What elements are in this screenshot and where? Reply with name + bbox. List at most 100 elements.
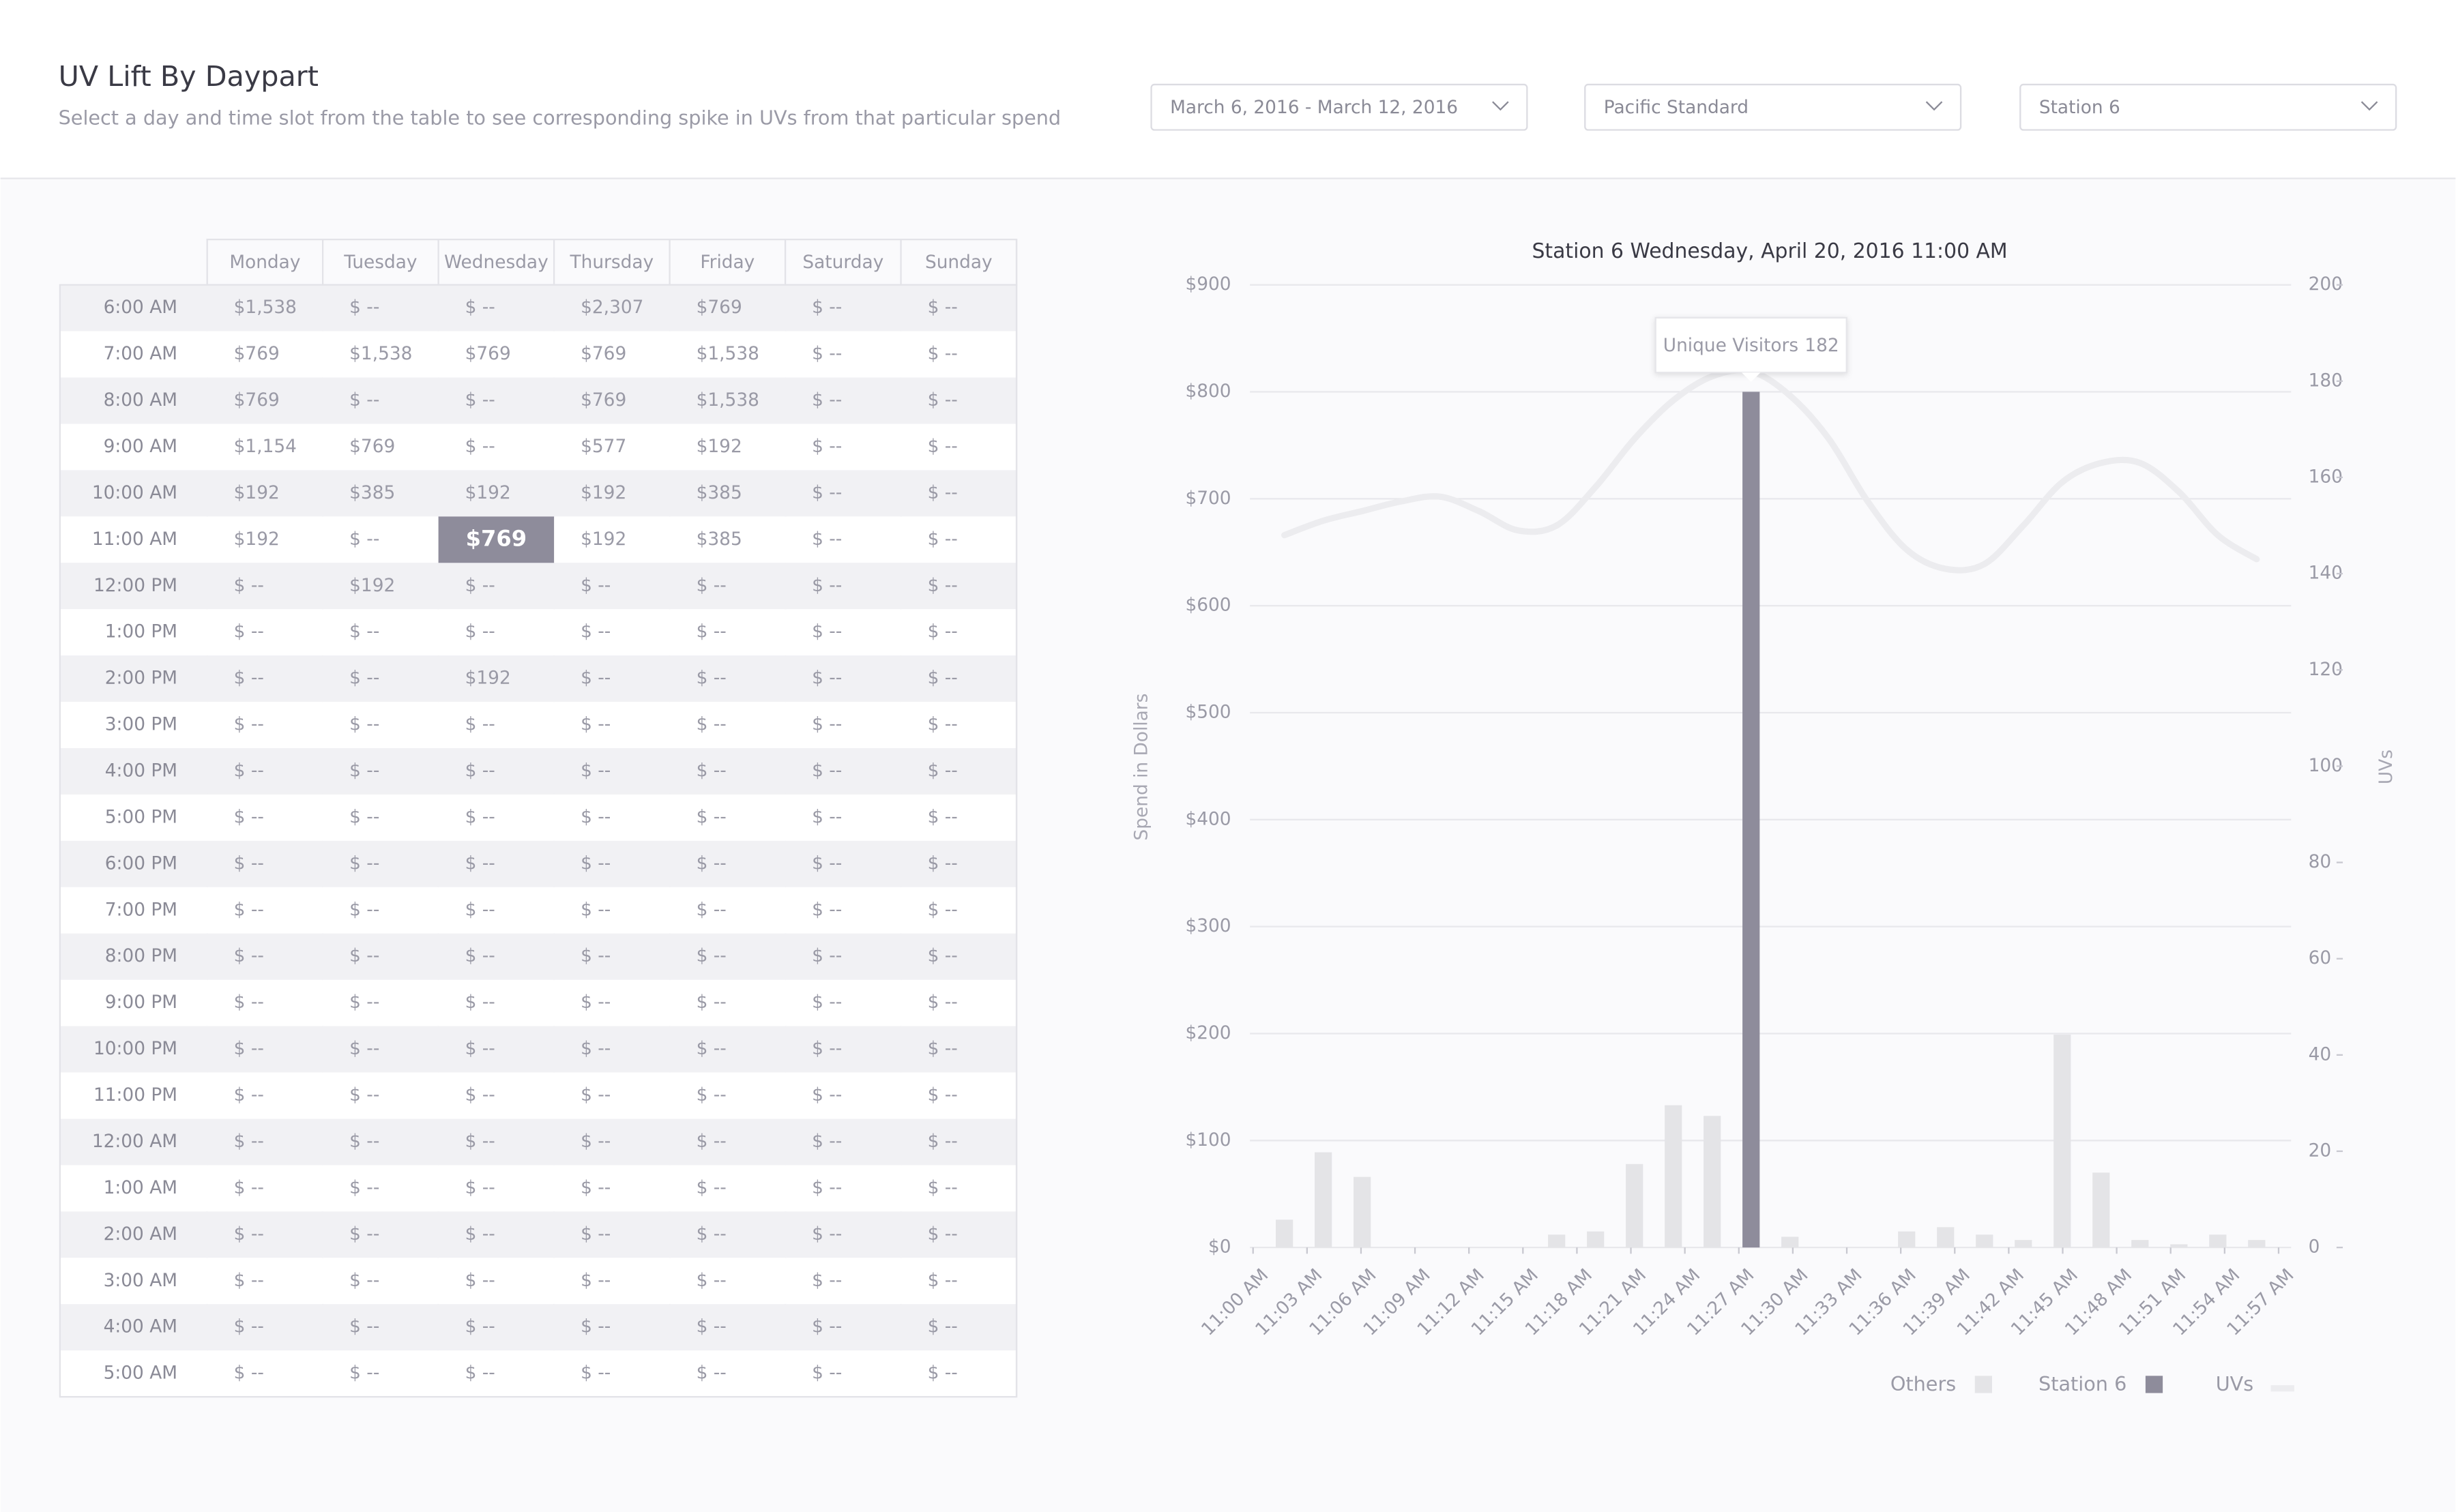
legend-swatch[interactable] [2270, 1385, 2294, 1392]
dropdown-box[interactable] [2019, 83, 2397, 131]
cell-value[interactable]: $ -- [812, 436, 842, 457]
cell-value[interactable]: $ -- [465, 1363, 495, 1384]
cell-value[interactable]: $ -- [812, 576, 842, 596]
cell-value[interactable]: $ -- [234, 992, 264, 1013]
cell-value[interactable]: $ -- [812, 1317, 842, 1337]
cell-value[interactable]: $ -- [812, 344, 842, 364]
cell-value[interactable]: $192 [234, 529, 280, 550]
cell-value[interactable]: $ -- [349, 390, 379, 411]
table-row[interactable] [59, 702, 1017, 749]
cell-value[interactable]: $ -- [928, 1363, 958, 1384]
table-row[interactable] [59, 1350, 1017, 1397]
cell-value[interactable]: $ -- [697, 807, 727, 827]
cell-value[interactable]: $ -- [928, 853, 958, 874]
cell-value[interactable]: $385 [697, 529, 742, 550]
cell-value[interactable]: $ -- [697, 1271, 727, 1291]
cell-value[interactable]: $ -- [234, 576, 264, 596]
cell-value[interactable]: $ -- [928, 668, 958, 689]
cell-value[interactable]: $ -- [812, 1085, 842, 1106]
cell-value[interactable]: $ -- [349, 668, 379, 689]
cell-value[interactable]: $ -- [581, 992, 611, 1013]
cell-value[interactable]: $ -- [234, 1178, 264, 1198]
legend-label[interactable]: Station 6 [2038, 1372, 2126, 1395]
bar[interactable] [1587, 1231, 1605, 1248]
cell-value[interactable]: $ -- [234, 715, 264, 735]
legend-label[interactable]: Others [1890, 1372, 1956, 1395]
cell-value[interactable]: $ -- [812, 946, 842, 966]
cell-value[interactable]: $ -- [928, 900, 958, 920]
cell-value[interactable]: $ -- [465, 1224, 495, 1245]
cell-value[interactable]: $ -- [697, 760, 727, 781]
cell-value[interactable]: $769 [234, 344, 280, 364]
cell-value[interactable]: $ -- [697, 1363, 727, 1384]
bar[interactable] [2053, 1035, 2071, 1248]
dropdown-box[interactable] [1584, 83, 1962, 131]
table-row[interactable] [59, 1304, 1017, 1351]
cell-value[interactable]: $ -- [812, 483, 842, 503]
bar[interactable] [1898, 1231, 1916, 1248]
cell-value[interactable]: $ -- [928, 390, 958, 411]
cell-value[interactable]: $ -- [349, 1039, 379, 1059]
table-row[interactable] [59, 748, 1017, 795]
cell-value[interactable]: $ -- [349, 946, 379, 966]
cell-value[interactable]: $ -- [234, 1085, 264, 1106]
table-row[interactable] [59, 1118, 1017, 1166]
selected-cell-value[interactable]: $769 [466, 525, 527, 551]
cell-value[interactable]: $ -- [697, 622, 727, 642]
cell-value[interactable]: $192 [465, 483, 511, 503]
cell-value[interactable]: $192 [581, 483, 626, 503]
cell-value[interactable]: $ -- [812, 853, 842, 874]
dropdown-label[interactable]: March 6, 2016 - March 12, 2016 [1170, 98, 1458, 118]
bar[interactable] [1665, 1105, 1682, 1248]
cell-value[interactable]: $ -- [581, 1317, 611, 1337]
cell-value[interactable]: $ -- [812, 1224, 842, 1245]
table-row[interactable] [59, 563, 1017, 610]
cell-value[interactable]: $1,538 [349, 344, 412, 364]
cell-value[interactable]: $769 [697, 297, 742, 318]
legend-swatch[interactable] [2145, 1376, 2163, 1393]
cell-value[interactable]: $ -- [234, 807, 264, 827]
cell-value[interactable]: $ -- [812, 715, 842, 735]
bar[interactable] [2131, 1240, 2149, 1248]
cell-value[interactable]: $ -- [812, 668, 842, 689]
cell-value[interactable]: $ -- [812, 390, 842, 411]
dropdown-label[interactable]: Pacific Standard [1604, 98, 1749, 118]
bar[interactable] [1937, 1227, 1955, 1248]
legend-label[interactable]: UVs [2216, 1372, 2254, 1395]
cell-value[interactable]: $ -- [697, 1085, 727, 1106]
cell-value[interactable]: $ -- [465, 1131, 495, 1152]
cell-value[interactable]: $ -- [234, 760, 264, 781]
cell-value[interactable]: $ -- [234, 1039, 264, 1059]
cell-value[interactable]: $ -- [928, 1224, 958, 1245]
cell-value[interactable]: $ -- [928, 529, 958, 550]
cell-value[interactable]: $ -- [581, 1039, 611, 1059]
cell-value[interactable]: $ -- [349, 900, 379, 920]
table-row[interactable] [59, 377, 1017, 424]
cell-value[interactable]: $ -- [697, 576, 727, 596]
cell-value[interactable]: $ -- [581, 1178, 611, 1198]
cell-value[interactable]: $ -- [812, 900, 842, 920]
cell-value[interactable]: $ -- [349, 1085, 379, 1106]
bar[interactable] [2170, 1244, 2188, 1248]
table-row[interactable] [59, 284, 1017, 331]
cell-value[interactable]: $ -- [812, 622, 842, 642]
dropdown[interactable]: March 6, 2016 - March 12, 2016 [1150, 83, 1528, 131]
cell-value[interactable]: $ -- [465, 1178, 495, 1198]
cell-value[interactable]: $ -- [928, 1317, 958, 1337]
cell-value[interactable]: $385 [697, 483, 742, 503]
cell-value[interactable]: $ -- [928, 807, 958, 827]
cell-value[interactable]: $ -- [581, 900, 611, 920]
cell-value[interactable]: $ -- [465, 946, 495, 966]
cell-value[interactable]: $ -- [465, 1271, 495, 1291]
cell-value[interactable]: $ -- [697, 668, 727, 689]
table-row[interactable] [59, 1026, 1017, 1073]
cell-value[interactable]: $1,154 [234, 436, 297, 457]
cell-value[interactable]: $192 [465, 668, 511, 689]
cell-value[interactable]: $ -- [465, 1085, 495, 1106]
cell-value[interactable]: $ -- [928, 622, 958, 642]
bar[interactable] [1354, 1176, 1371, 1248]
bar[interactable] [1704, 1116, 1721, 1248]
cell-value[interactable]: $ -- [812, 529, 842, 550]
cell-value[interactable]: $ -- [581, 760, 611, 781]
bar[interactable] [2015, 1240, 2032, 1248]
